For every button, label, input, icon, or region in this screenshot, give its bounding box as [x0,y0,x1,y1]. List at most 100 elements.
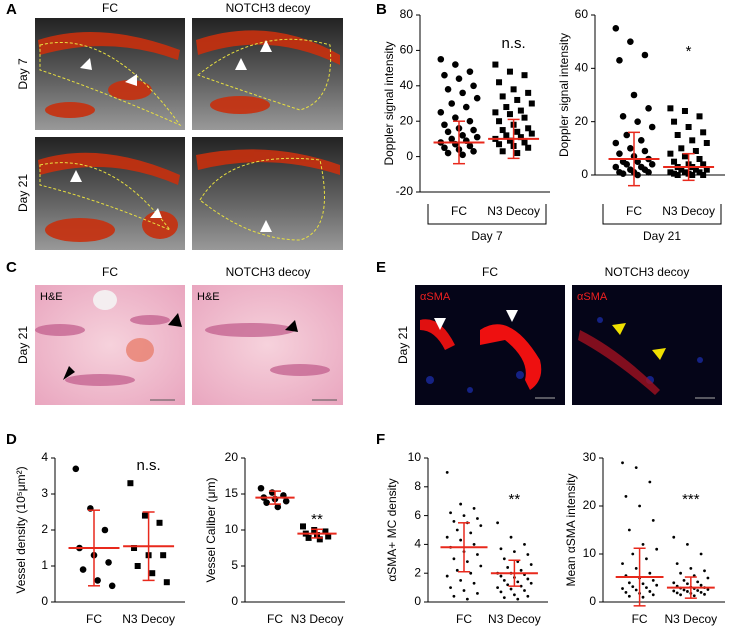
y-axis-label: Doppler signal intensity [382,41,396,165]
data-point [706,588,710,591]
data-point [519,568,523,572]
y-tick-label: -20 [396,184,414,198]
row-label: Day 21 [16,326,30,364]
group-label: Day 7 [471,229,503,243]
data-point [521,72,528,79]
column-label: NOTCH3 decoy [226,1,311,15]
group-label: Day 21 [643,229,681,243]
data-point [679,571,682,575]
data-point [675,591,679,595]
data-point [160,552,167,559]
data-point [630,91,638,99]
data-point [681,169,688,176]
data-point [627,145,634,152]
histology-images [35,285,343,405]
row-label: Day 21 [16,174,30,212]
data-point [689,137,696,144]
data-point [703,166,710,173]
data-point [506,111,513,118]
data-point [521,139,528,146]
data-point [503,132,510,139]
data-point [452,114,459,121]
data-point [469,571,473,575]
y-tick-label: 3 [41,486,48,500]
data-point [648,571,652,575]
y-tick-label: 5 [231,558,238,572]
data-point [492,61,499,68]
y-tick-label: 60 [400,43,414,57]
data-point [525,144,532,151]
data-point [699,552,703,556]
data-point [674,172,681,178]
data-point [621,562,624,565]
data-point [131,545,138,551]
data-point [101,526,109,534]
data-point [449,586,452,589]
data-point [672,581,676,585]
data-point [682,588,686,592]
data-point [648,123,656,131]
y-axis-label: Vessel density (10⁵μm²) [14,466,28,593]
data-point [631,585,635,589]
data-point [703,140,710,146]
data-point [696,580,700,584]
data-point [455,568,459,572]
data-point [692,148,699,154]
data-point [514,96,521,103]
data-point [79,566,87,573]
data-point [623,161,631,168]
data-point [612,25,620,32]
x-tick-label: FC [632,612,648,626]
data-point [445,574,449,578]
data-point [445,535,449,539]
data-point [516,597,520,601]
data-point [513,550,516,553]
data-point [667,150,674,157]
panel-label: E [376,259,386,276]
data-point [514,128,521,135]
significance: ** [311,511,323,528]
data-point [699,591,703,594]
x-tick-label: FC [267,612,283,626]
data-point [621,461,624,465]
data-point [476,517,479,520]
data-point [627,38,634,45]
data-point [470,82,477,90]
data-point [448,135,456,143]
y-tick-label: 4 [41,450,48,464]
group-bracket [602,204,722,225]
data-point [437,55,445,63]
data-point [637,137,645,144]
y-axis-label: Mean αSMA intensity [564,474,578,587]
data-point [476,553,479,556]
data-point [517,134,524,141]
data-point [624,495,628,498]
column-label: FC [102,265,118,279]
x-tick-label: N3 Decoy [664,612,717,626]
data-point [655,547,659,551]
panel-label: B [376,1,387,18]
data-point [445,471,449,474]
fluorescence-images [415,285,722,405]
data-point [462,589,466,592]
data-point [496,118,503,125]
data-point [529,581,533,585]
data-point [641,147,649,155]
data-point [692,594,696,598]
data-point [686,543,689,546]
data-point [462,514,466,517]
data-point [469,531,473,535]
data-point [470,126,477,134]
y-tick-label: 0 [589,594,596,608]
data-point [612,163,620,171]
y-tick-label: 10 [408,450,422,464]
row-label: Day 21 [396,326,410,364]
y-axis-label: Vessel Caliber (μm) [204,478,218,583]
data-point [700,161,707,168]
data-point [134,563,141,569]
data-point [473,133,481,141]
data-point [444,86,452,93]
data-point [444,149,452,157]
data-point [682,579,686,582]
data-point [452,519,456,523]
